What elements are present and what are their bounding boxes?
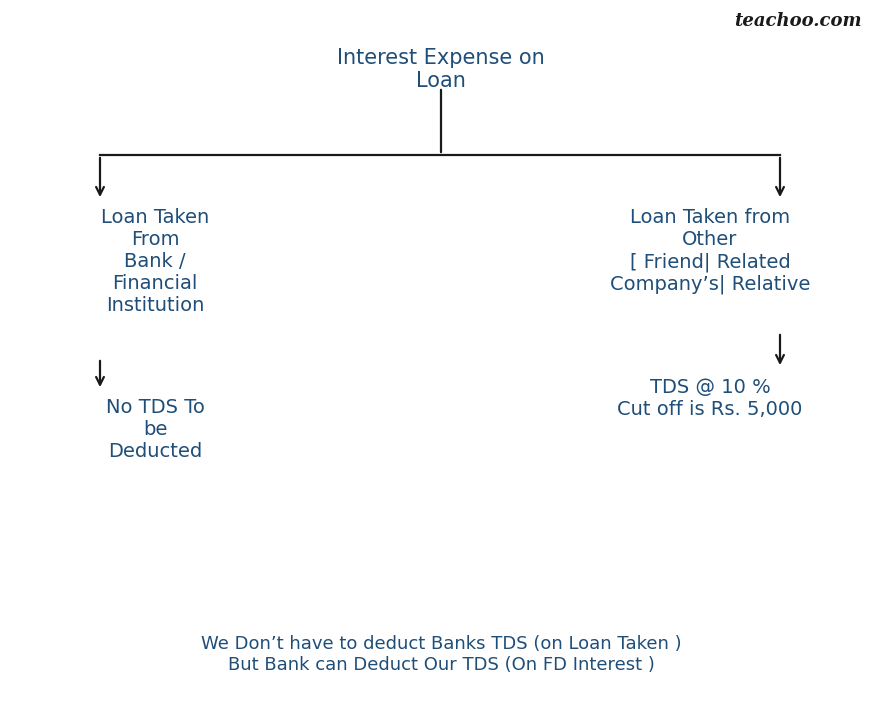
Text: TDS @ 10 %
Cut off is Rs. 5,000: TDS @ 10 % Cut off is Rs. 5,000: [617, 378, 803, 419]
Text: Interest Expense on
Loan: Interest Expense on Loan: [337, 48, 545, 91]
Text: We Don’t have to deduct Banks TDS (on Loan Taken )
But Bank can Deduct Our TDS (: We Don’t have to deduct Banks TDS (on Lo…: [201, 635, 681, 674]
Text: No TDS To
be
Deducted: No TDS To be Deducted: [106, 398, 205, 461]
Text: teachoo.com: teachoo.com: [735, 12, 862, 30]
Text: Loan Taken
From
Bank /
Financial
Institution: Loan Taken From Bank / Financial Institu…: [101, 208, 209, 315]
Text: Loan Taken from
Other
[ Friend| Related
Company’s| Relative: Loan Taken from Other [ Friend| Related …: [609, 208, 811, 294]
